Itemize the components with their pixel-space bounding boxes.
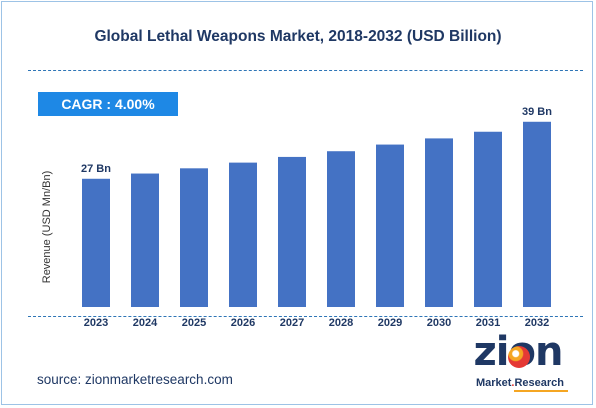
bottom-divider [28, 316, 583, 317]
source-text: source: zionmarketresearch.com [37, 372, 233, 387]
bar-2024 [131, 173, 159, 307]
chart-title: Global Lethal Weapons Market, 2018-2032 … [94, 28, 502, 45]
x-tick-2025: 2025 [182, 317, 206, 329]
data-label-2032: 39 Bn [522, 106, 552, 118]
top-divider [28, 70, 583, 71]
x-tick-2024: 2024 [133, 317, 158, 329]
logo-line2: Research [514, 377, 565, 389]
bar-2031 [474, 131, 502, 307]
logo-subtitle: Market.Research [475, 377, 565, 389]
x-tick-2026: 2026 [231, 317, 255, 329]
bar-2023 [82, 178, 110, 307]
bars-group [82, 121, 551, 307]
x-tick-2031: 2031 [476, 317, 500, 329]
bar-2025 [180, 168, 208, 307]
x-tick-2028: 2028 [329, 317, 353, 329]
logo-orb-icon [508, 346, 530, 368]
bar-2032 [523, 121, 551, 307]
bar-2026 [229, 162, 257, 307]
data-label-2023: 27 Bn [81, 163, 111, 175]
x-tick-2029: 2029 [378, 317, 402, 329]
logo-line1: Market [475, 377, 512, 389]
x-tick-2030: 2030 [427, 317, 451, 329]
logo-underline [514, 390, 568, 392]
bar-2029 [376, 144, 404, 307]
x-tick-2023: 2023 [84, 317, 108, 329]
y-axis-label: Revenue (USD Mn/Bn) [41, 171, 53, 284]
cagr-badge: CAGR : 4.00% [38, 92, 178, 116]
bar-2027 [278, 156, 306, 307]
x-tick-2027: 2027 [280, 317, 304, 329]
bar-2030 [425, 138, 453, 307]
bar-2028 [327, 151, 355, 307]
zion-logo: zion Market.Research [468, 330, 572, 396]
labels-group: 2023 27 Bn 2024 2025 2026 2027 2028 2029 2030 203… [81, 106, 552, 329]
x-tick-2032: 2032 [525, 317, 549, 329]
